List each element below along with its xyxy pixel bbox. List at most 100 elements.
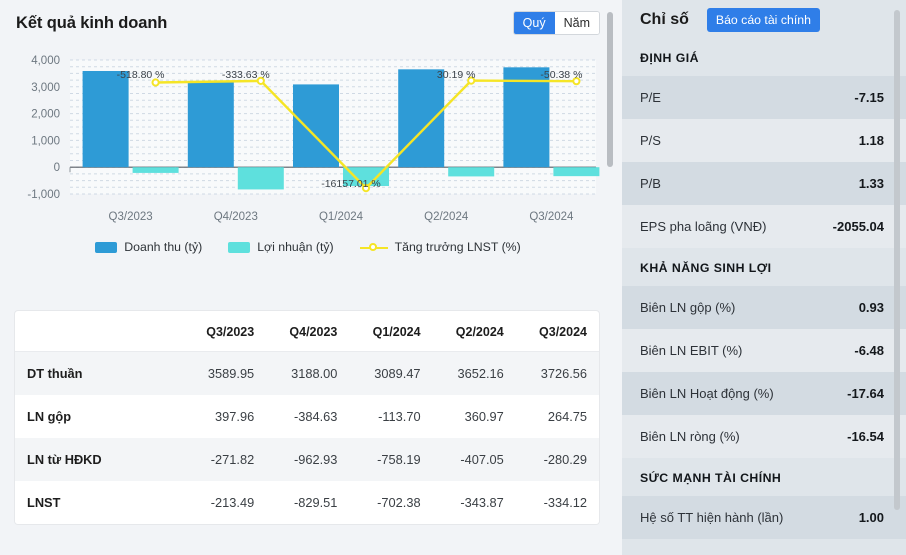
- table-head: Q3/2023 Q4/2023 Q1/2024 Q2/2024 Q3/2024: [15, 311, 599, 352]
- table-col-header-period: Q2/2024: [432, 311, 516, 352]
- indicator-name: P/E: [640, 90, 661, 105]
- table-cell-value: 360.97: [464, 409, 504, 424]
- table-cell-value: -213.49: [210, 495, 255, 510]
- table-cell-value: 3726.56: [540, 366, 587, 381]
- chart-line-point: [572, 77, 581, 86]
- table-row-label: DT thuần: [27, 366, 83, 381]
- chart-x-category-label: Q1/2024: [319, 211, 364, 223]
- indicator-value: -2055.04: [832, 219, 884, 234]
- indicators-header: Chỉ số Báo cáo tài chính: [622, 0, 906, 38]
- results-chart[interactable]: -1,000 0 1,000 2,000 3,000 4,000 -518.80 % -333…: [8, 44, 608, 234]
- chart-y-tick-label: 1,000: [31, 135, 60, 147]
- legend-item-growth[interactable]: Tăng trưởng LNST (%): [359, 240, 521, 254]
- indicator-row: Biên LN gộp (%) 0.93: [622, 286, 906, 329]
- table-cell-value: -334.12: [543, 495, 587, 510]
- table-cell-value: -407.05: [460, 452, 504, 467]
- chart-line-point: [361, 184, 371, 193]
- indicator-row: Biên LN ròng (%) -16.54: [622, 415, 906, 458]
- legend-item-revenue[interactable]: Doanh thu (tỷ): [95, 240, 202, 254]
- chart-data-label: -50.38 %: [540, 69, 582, 81]
- table-cell-value: 3652.16: [457, 366, 504, 381]
- chart-data-label: -16157.01 %: [321, 178, 381, 190]
- table-row-label: LN từ HĐKD: [27, 452, 102, 467]
- table-cell-value: 397.96: [215, 409, 255, 424]
- indicator-name: Biên LN gộp (%): [640, 300, 736, 315]
- table-cell-value: -343.87: [460, 495, 504, 510]
- table-col-header-period: Q3/2023: [183, 311, 267, 352]
- period-toggle-quarter[interactable]: Quý: [513, 12, 555, 34]
- chart-y-tick-label: -1,000: [27, 189, 60, 201]
- table-cell-value: -702.38: [377, 495, 421, 510]
- table-body: DT thuần 3589.95 3188.00 3089.47 3652.16 3726…: [15, 351, 599, 524]
- legend-label-growth: Tăng trưởng LNST (%): [394, 240, 521, 254]
- indicator-value: -16.54: [847, 429, 884, 444]
- financial-report-button[interactable]: Báo cáo tài chính: [706, 7, 820, 32]
- indicator-row: Biên LN Hoạt động (%) -17.64: [622, 372, 906, 415]
- indicator-name: P/B: [640, 176, 661, 191]
- left-panel-scroll-thumb[interactable]: [607, 12, 613, 167]
- left-panel-header: Kết quả kinh doanh Quý Năm: [0, 0, 622, 38]
- indicators-title: Chỉ số: [640, 10, 689, 28]
- indicator-row: P/B 1.33: [622, 162, 906, 205]
- chart-line-point: [151, 78, 160, 87]
- left-panel-scrollbar[interactable]: [607, 0, 618, 555]
- table-col-header-period: Q3/2024: [515, 311, 599, 352]
- table-cell-value: 3589.95: [207, 366, 255, 381]
- chart-y-tick-label: 4,000: [31, 55, 60, 67]
- indicator-name: Biên LN EBIT (%): [640, 343, 743, 358]
- indicator-name: EPS pha loãng (VNĐ): [640, 219, 767, 234]
- chart-bar-revenue: [503, 67, 550, 168]
- chart-bar-revenue: [82, 70, 129, 168]
- revenue-swatch-icon: [95, 241, 118, 253]
- legend-label-revenue: Doanh thu (tỷ): [124, 240, 203, 254]
- table-row-label: LNST: [27, 495, 61, 510]
- table-col-header-period: Q1/2024: [349, 311, 433, 352]
- table-cell-value: 3188.00: [291, 366, 338, 381]
- chart-bar-revenue: [398, 69, 445, 168]
- chart-y-tick-label: 2,000: [31, 109, 60, 121]
- results-chart-card: -1,000 0 1,000 2,000 3,000 4,000 -518.80 % -333…: [4, 44, 606, 296]
- indicator-value: -7.15: [854, 90, 884, 105]
- financial-table: Q3/2023 Q4/2023 Q1/2024 Q2/2024 Q3/2024 DT t…: [15, 311, 599, 524]
- table-cell-value: -829.51: [293, 495, 338, 510]
- indicator-value: -6.48: [854, 343, 884, 358]
- indicator-name: Biên LN Hoạt động (%): [640, 386, 774, 401]
- indicators-sections: ĐỊNH GIÁ P/E -7.15 P/S 1.18 P/B 1.33 EPS pha lo…: [622, 38, 906, 539]
- indicator-row: P/E -7.15: [622, 76, 906, 119]
- table-col-header-period: Q4/2023: [266, 311, 350, 352]
- table-cell-value: -271.82: [210, 452, 255, 467]
- period-toggle-group[interactable]: Quý Năm: [512, 11, 600, 35]
- chart-x-category-label: Q3/2023: [109, 211, 153, 223]
- chart-line-point: [256, 76, 265, 86]
- profit-swatch-icon: [228, 241, 251, 253]
- indicators-scroll-thumb[interactable]: [894, 10, 900, 510]
- growth-line-icon: [359, 242, 388, 253]
- chart-y-tick-label: 0: [54, 162, 60, 174]
- table-cell-value: 3089.47: [374, 366, 421, 381]
- legend-item-profit[interactable]: Lợi nhuận (tỷ): [228, 240, 334, 254]
- table-row: DT thuần 3589.95 3188.00 3089.47 3652.16 3726…: [15, 351, 599, 395]
- indicator-section-heading: SỨC MẠNH TÀI CHÍNH: [622, 458, 906, 496]
- indicator-row: EPS pha loãng (VNĐ) -2055.04: [622, 205, 906, 248]
- chart-data-label: 30.19 %: [437, 69, 476, 81]
- legend-label-profit: Lợi nhuận (tỷ): [257, 240, 334, 254]
- indicator-value: -17.64: [847, 386, 884, 401]
- table-col-header-label: [15, 311, 183, 352]
- indicator-row: Biên LN EBIT (%) -6.48: [622, 329, 906, 372]
- indicator-name: Hệ số TT hiện hành (lần): [640, 510, 784, 525]
- period-toggle-year[interactable]: Năm: [554, 12, 599, 34]
- table-header-row: Q3/2023 Q4/2023 Q1/2024 Q2/2024 Q3/2024: [15, 311, 599, 352]
- indicator-value: 1.33: [858, 176, 884, 191]
- indicator-value: 1.00: [858, 510, 884, 525]
- indicator-name: P/S: [640, 133, 661, 148]
- chart-x-category-label: Q3/2024: [529, 211, 574, 223]
- chart-bar-profit: [553, 167, 600, 177]
- chart-x-category-label: Q2/2024: [424, 211, 469, 223]
- table-cell-value: -280.29: [543, 452, 587, 467]
- indicators-scroll-area: ĐỊNH GIÁ P/E -7.15 P/S 1.18 P/B 1.33 EPS pha lo…: [622, 38, 906, 555]
- chart-bar-profit: [132, 167, 179, 173]
- chart-data-label: -333.63 %: [222, 69, 270, 81]
- indicator-value: 0.93: [858, 300, 884, 315]
- chart-bar-revenue: [187, 81, 234, 168]
- chart-bar-profit: [448, 167, 495, 177]
